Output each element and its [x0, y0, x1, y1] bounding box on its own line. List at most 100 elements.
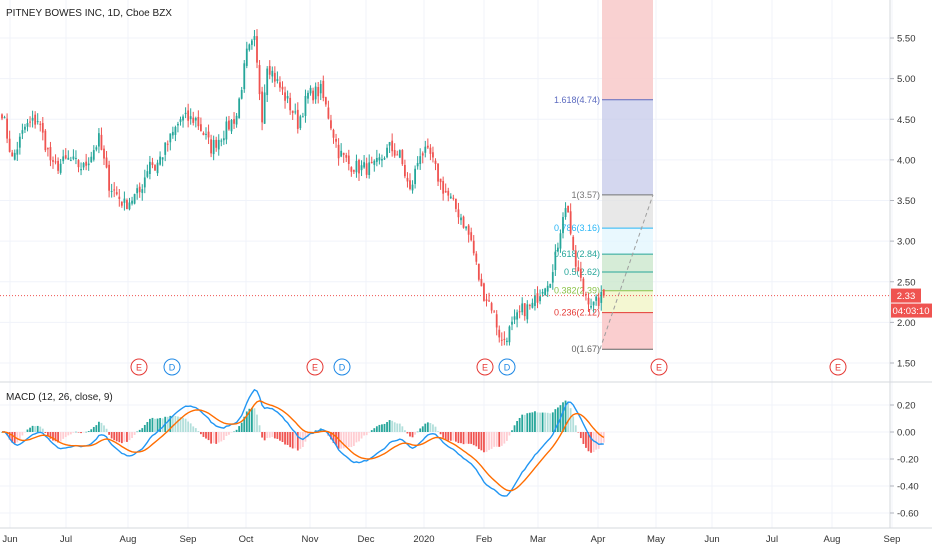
candle-body: [128, 202, 131, 210]
macd-histogram-bar: [353, 432, 355, 446]
price-tick-label: 2.00: [897, 318, 916, 329]
candle-body: [154, 165, 156, 171]
candle-body: [465, 226, 467, 229]
candle-body: [569, 211, 572, 234]
earnings-marker[interactable]: E: [130, 358, 148, 376]
macd-histogram-bar: [383, 423, 386, 432]
candle-body: [355, 160, 358, 173]
dividend-marker[interactable]: D: [498, 358, 516, 376]
candle-body: [77, 160, 80, 168]
earnings-marker[interactable]: E: [306, 358, 324, 376]
macd-histogram-bar: [398, 423, 401, 432]
fibonacci-extension-tool[interactable]: 1.618(4.74) 1(3.57) 0.786(3.16) 0.618(2.84)…: [554, 0, 654, 354]
candle-body: [513, 316, 516, 320]
fib-zone-upper: [602, 0, 653, 100]
event-marker-label: E: [835, 363, 841, 373]
macd-histogram-bar: [18, 432, 21, 440]
macd-histogram-bar: [253, 408, 256, 432]
candle-body: [1, 114, 3, 119]
price-pane[interactable]: 1.618(4.74) 1(3.57) 0.786(3.16) 0.618(2.84)…: [0, 0, 893, 528]
candle-body: [100, 134, 103, 150]
time-tick-label: Jun: [704, 534, 719, 545]
candle-body: [136, 188, 139, 194]
fib-zone: [602, 254, 653, 272]
candle-body: [215, 139, 218, 148]
macd-histogram-bar: [477, 432, 480, 449]
candle-body: [149, 161, 151, 174]
macd-tick-label: -0.60: [897, 509, 919, 520]
macd-histogram-bar: [187, 421, 190, 432]
candle-body: [587, 297, 590, 305]
candle-body: [233, 119, 235, 124]
macd-histogram-bar: [113, 432, 116, 441]
macd-histogram-bar: [47, 432, 49, 436]
macd-histogram-bar: [460, 432, 462, 444]
price-tag-value: 2.33: [897, 291, 916, 302]
macd-histogram-bar: [105, 428, 108, 432]
macd-histogram-bar: [151, 417, 154, 432]
earnings-marker[interactable]: E: [476, 358, 494, 376]
candle-body: [59, 163, 62, 173]
earnings-marker[interactable]: E: [829, 358, 847, 376]
macd-histogram-bar: [426, 422, 429, 432]
macd-histogram-bar: [118, 432, 121, 443]
candle-body: [467, 225, 470, 235]
macd-histogram-bar: [462, 432, 465, 445]
candle-body: [577, 267, 580, 272]
candle-body: [6, 118, 8, 139]
candle-body: [493, 311, 496, 313]
fib-level-label: 0(1.67): [571, 344, 600, 354]
countdown-tag-background: [891, 303, 932, 318]
candle-body: [424, 146, 427, 153]
candle-body: [500, 339, 503, 341]
candle-body: [16, 149, 19, 155]
candle-body: [256, 36, 258, 63]
macd-histogram-bar: [590, 432, 592, 453]
candle-body: [156, 162, 159, 174]
candle-body: [358, 160, 360, 174]
candle-body: [337, 144, 340, 159]
event-marker-label: D: [504, 363, 511, 373]
macd-histogram-bar: [416, 431, 419, 433]
last-price-tag[interactable]: 2.33 04:03:10: [891, 288, 932, 318]
candle-body: [572, 236, 575, 251]
candle-body: [52, 160, 54, 162]
macd-histogram-bar: [31, 425, 34, 432]
time-tick-label: Jul: [766, 534, 778, 545]
candle-body: [340, 150, 343, 157]
macd-axis[interactable]: 0.20 0.00 -0.20 -0.40 -0.60: [890, 401, 919, 520]
candle-body: [345, 155, 348, 158]
macd-pane[interactable]: [0, 388, 890, 514]
chart-title: PITNEY BOWES INC, 1D, Cboe BZX: [6, 8, 172, 19]
candle-body: [437, 163, 439, 182]
time-axis[interactable]: Jun Jul Aug Sep Oct Nov Dec 2020 Feb Mar Apr May Jun…: [2, 534, 900, 545]
candle-body: [447, 190, 450, 196]
candle-body: [365, 163, 368, 175]
macd-histogram-bar: [141, 428, 144, 432]
macd-histogram-bar: [171, 415, 174, 432]
candle-body: [210, 139, 212, 154]
macd-histogram-bar: [138, 429, 141, 432]
earnings-marker[interactable]: E: [650, 358, 668, 376]
macd-histogram-bar: [238, 426, 241, 432]
dividend-marker[interactable]: D: [163, 358, 181, 376]
candle-body: [526, 304, 529, 320]
candle-body: [457, 209, 460, 218]
macd-histogram-bar: [57, 432, 59, 443]
candle-body: [534, 295, 536, 306]
dividend-marker[interactable]: D: [333, 358, 351, 376]
macd-histogram-bar: [544, 412, 547, 432]
macd-tick-label: -0.40: [897, 482, 919, 493]
price-axis[interactable]: 1.50 2.00 2.50 3.00 3.50 4.00 4.50 5.00 5.50: [890, 34, 916, 370]
macd-histogram-bar: [100, 422, 103, 432]
macd-histogram-bar: [511, 430, 513, 432]
macd-histogram-bar: [340, 432, 343, 449]
macd-histogram-bar: [332, 432, 335, 443]
macd-histogram-bar: [266, 432, 269, 439]
macd-histogram-bar: [472, 432, 475, 446]
candle-body: [82, 163, 85, 168]
candle-body: [432, 152, 434, 158]
macd-histogram-bar: [263, 432, 266, 441]
